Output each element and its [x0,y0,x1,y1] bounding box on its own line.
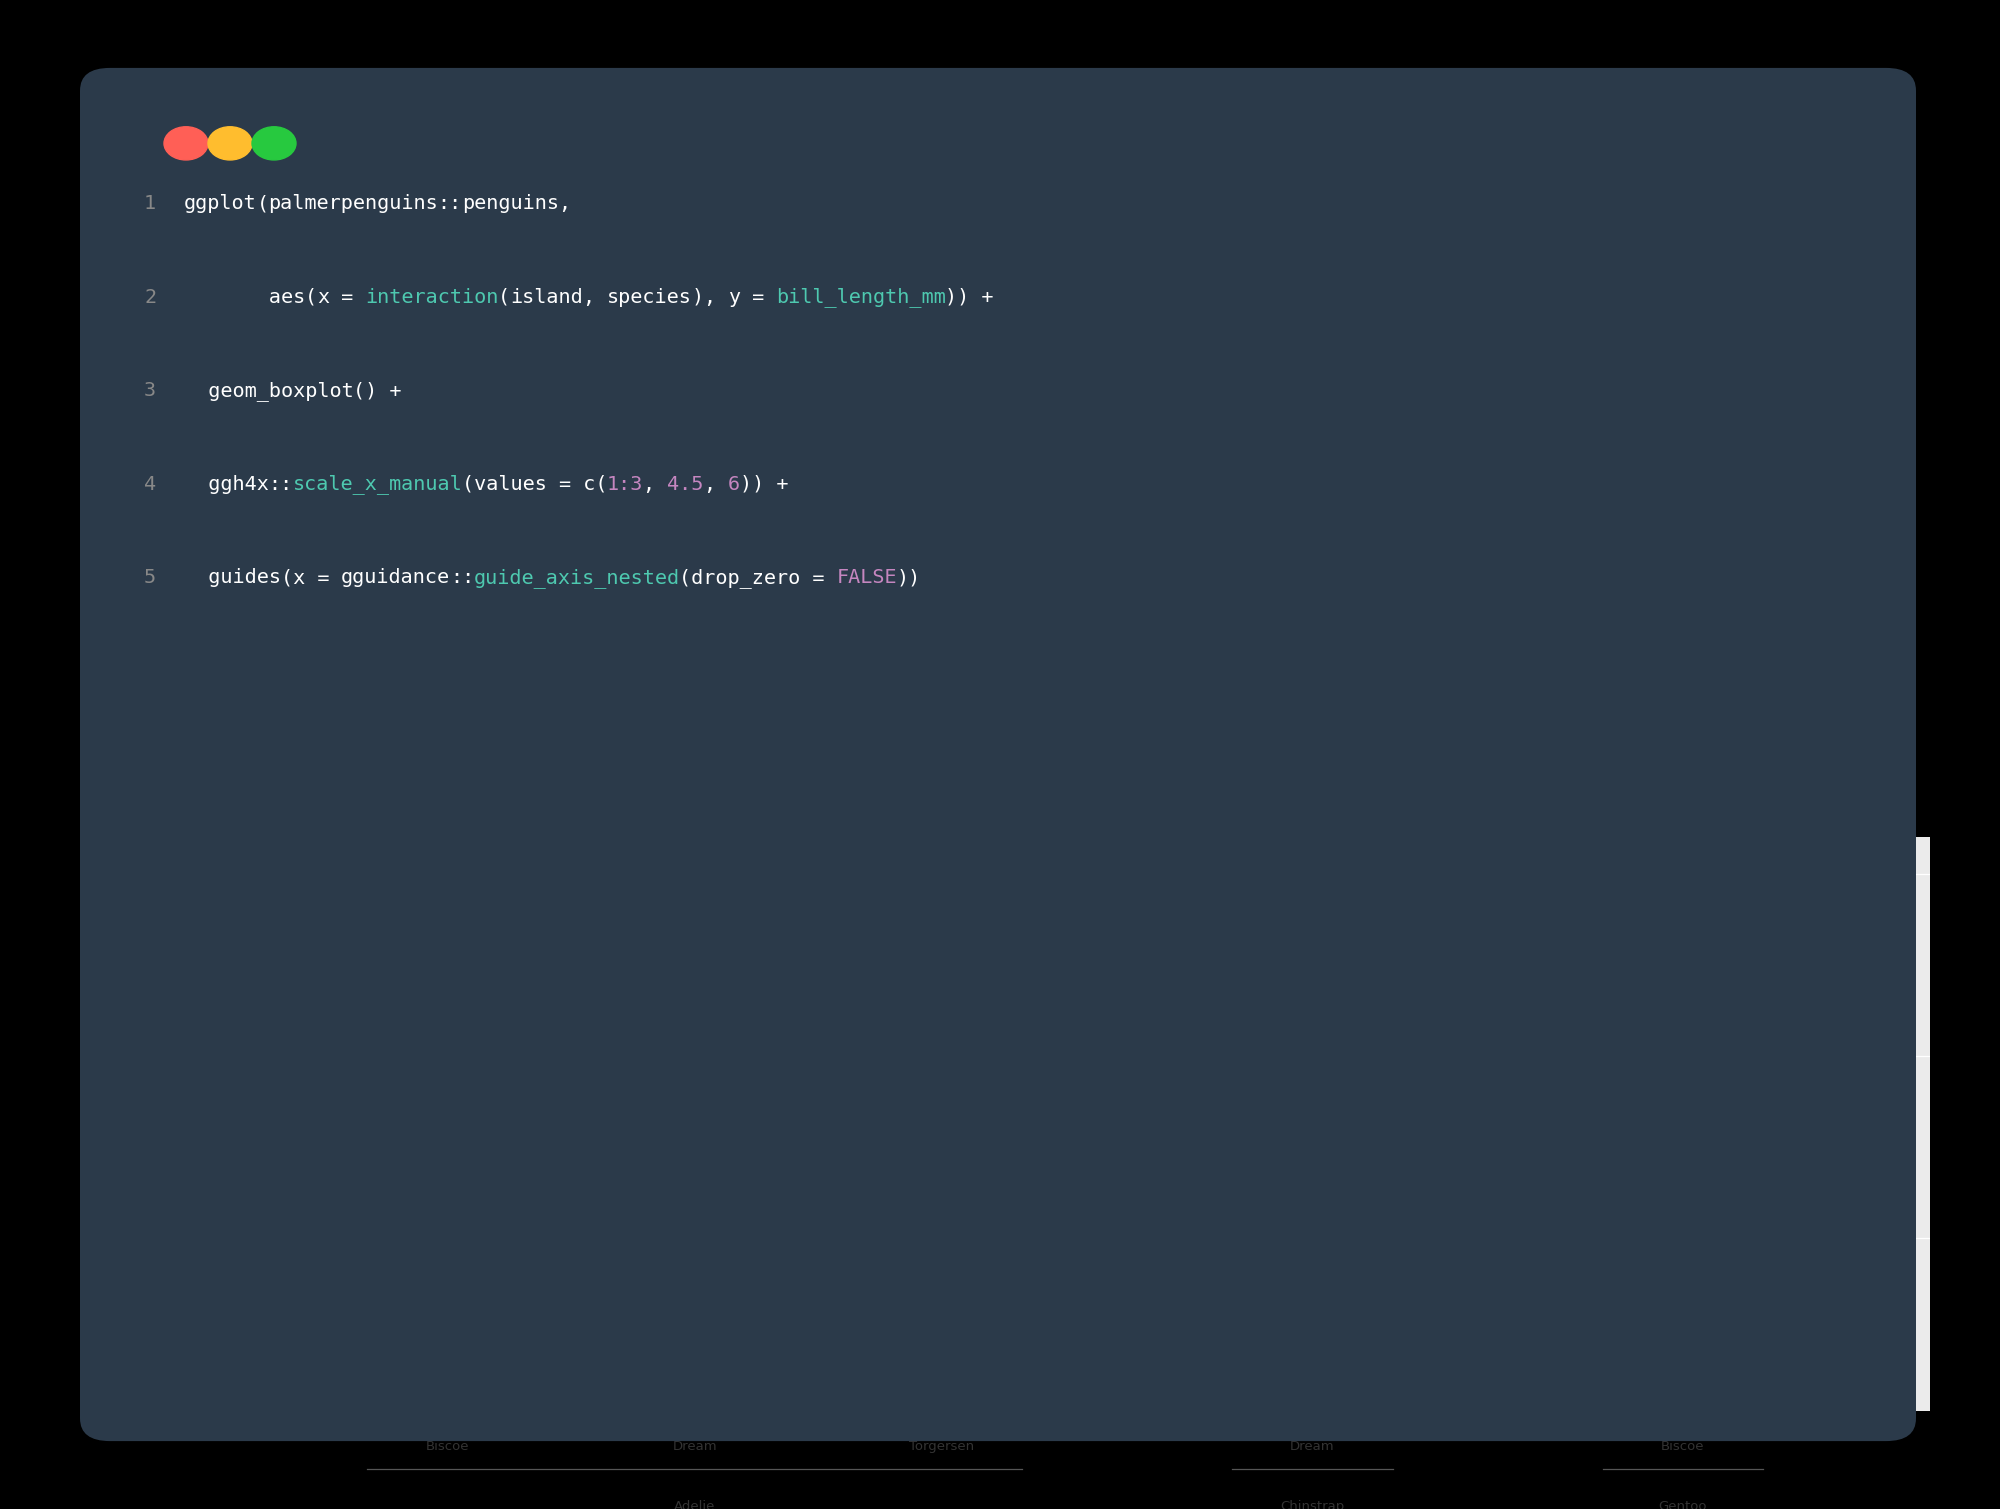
Text: )) +: )) + [740,475,788,493]
Text: ,: , [704,475,728,493]
Text: ggh4x: ggh4x [184,475,268,493]
Text: 1: 1 [144,195,156,213]
Text: FALSE: FALSE [836,569,898,587]
Text: gguidance: gguidance [342,569,450,587]
Text: Dream: Dream [672,1440,718,1453]
Text: 6: 6 [728,475,740,493]
Text: scale_x_manual: scale_x_manual [292,474,462,495]
Bar [626,1236,762,1311]
Text: guide_axis_nested: guide_axis_nested [474,567,680,589]
Text: ggplot: ggplot [184,195,256,213]
Text: ::: :: [450,569,474,587]
Text: ): ) [692,288,704,306]
Text: ,: , [558,195,570,213]
Bar [1244,1037,1380,1123]
Text: Biscoe: Biscoe [1662,1440,1704,1453]
Text: () +: () + [354,382,402,400]
Text: (: ( [256,195,268,213]
Text: ,: , [704,288,728,306]
Text: =: = [740,288,776,306]
Text: 1:3: 1:3 [606,475,644,493]
Text: Dream: Dream [1290,1440,1334,1453]
Bar [380,1224,516,1298]
Text: (drop_zero =: (drop_zero = [680,567,838,589]
Text: (: ( [304,288,316,306]
Text: )) +: )) + [946,288,994,306]
Text: (x =: (x = [280,569,342,587]
Text: x: x [316,288,330,306]
Text: interaction: interaction [366,288,498,306]
Text: =: = [328,288,366,306]
Text: Gentoo: Gentoo [1658,1500,1708,1509]
Text: 4: 4 [144,475,156,493]
Bar [874,1227,1010,1299]
Text: (values = c(: (values = c( [462,475,608,493]
Text: Torgersen: Torgersen [910,1440,974,1453]
Text: bill_length_mm: bill_length_mm [776,287,946,308]
Text: ::: :: [268,475,292,493]
Text: geom_boxplot: geom_boxplot [184,380,354,401]
Text: Adelie: Adelie [674,1500,716,1509]
Text: )): )) [896,569,922,587]
Text: y: y [728,288,740,306]
Text: Chinstrap: Chinstrap [1280,1500,1344,1509]
Text: aes: aes [184,288,306,306]
Text: species: species [606,288,692,306]
Text: ::: :: [438,195,462,213]
Y-axis label: bill_length_mm: bill_length_mm [198,1065,214,1183]
Text: 3: 3 [144,382,156,400]
Text: ,: , [582,288,608,306]
Text: 5: 5 [144,569,156,587]
Text: guides: guides [184,569,280,587]
Text: island: island [510,288,584,306]
Text: penguins: penguins [462,195,558,213]
Text: 4.5: 4.5 [668,475,704,493]
Text: Biscoe: Biscoe [426,1440,470,1453]
Bar [1614,1064,1750,1141]
Text: 2: 2 [144,288,156,306]
Text: ,: , [644,475,668,493]
Text: palmerpenguins: palmerpenguins [268,195,438,213]
Text: (: ( [498,288,510,306]
